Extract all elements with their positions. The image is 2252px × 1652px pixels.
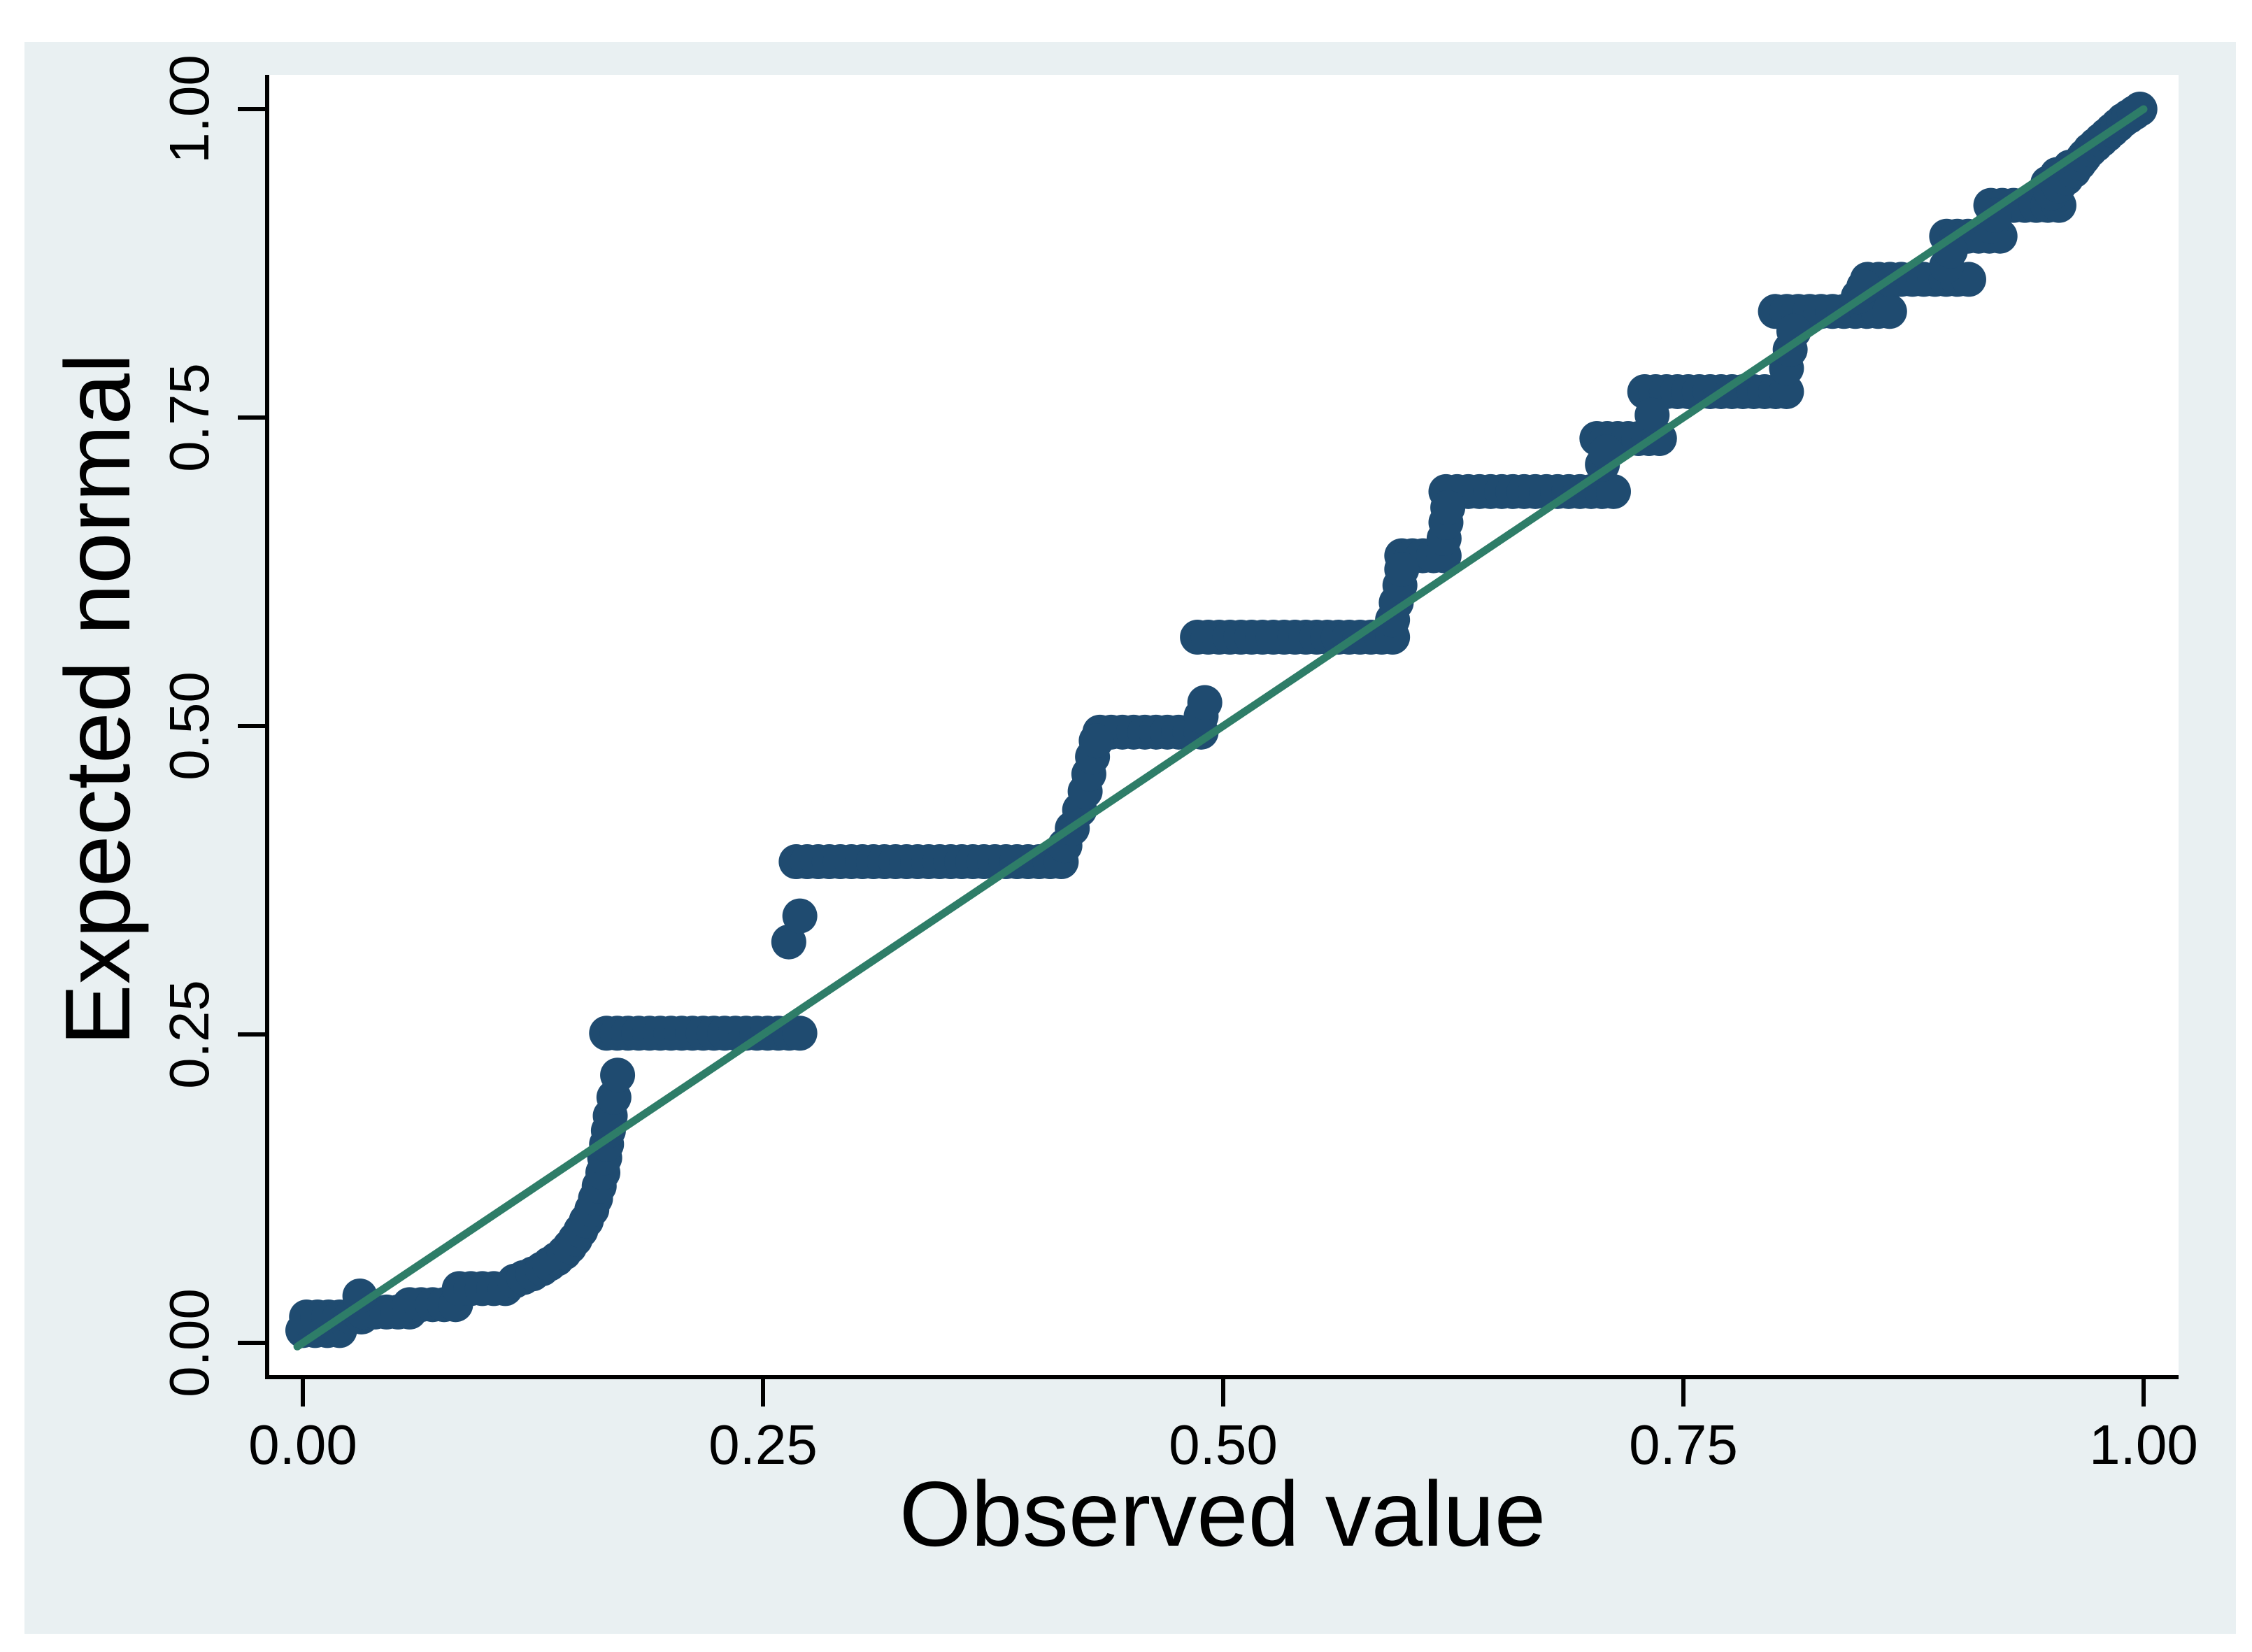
- data-point: [782, 898, 818, 934]
- x-tick-label: 0.25: [708, 1414, 818, 1476]
- y-tick-label: 0.50: [158, 671, 220, 781]
- x-tick-label: 0.50: [1169, 1414, 1278, 1476]
- data-point: [1384, 551, 1420, 587]
- y-tick-label: 0.25: [158, 980, 220, 1089]
- data-point: [1187, 685, 1223, 720]
- data-point: [1078, 723, 1114, 759]
- data-point: [782, 1016, 818, 1051]
- x-tick-label: 0.00: [248, 1414, 357, 1476]
- data-point: [1430, 490, 1466, 525]
- y-tick-label: 0.00: [158, 1288, 220, 1397]
- data-point: [1634, 397, 1670, 433]
- x-axis-title: Observed value: [899, 1462, 1546, 1565]
- data-point: [342, 1278, 378, 1313]
- x-axis-ticks: 0.00 0.25 0.50 0.75 1.00: [248, 1377, 2198, 1476]
- y-tick-label: 1.00: [158, 55, 220, 164]
- data-point: [1595, 473, 1631, 509]
- data-point: [1846, 269, 1881, 305]
- x-tick-label: 0.75: [1629, 1414, 1738, 1476]
- data-point: [600, 1058, 636, 1093]
- data-point: [1872, 294, 1907, 329]
- diagonal-reference-line: [293, 105, 2148, 1351]
- x-tick-label: 1.00: [2089, 1414, 2198, 1476]
- y-axis-title: Expected normal: [46, 353, 149, 1046]
- y-axis-ticks: 0.00 0.25 0.50 0.75 1.00: [158, 55, 267, 1397]
- y-tick-label: 0.75: [158, 363, 220, 472]
